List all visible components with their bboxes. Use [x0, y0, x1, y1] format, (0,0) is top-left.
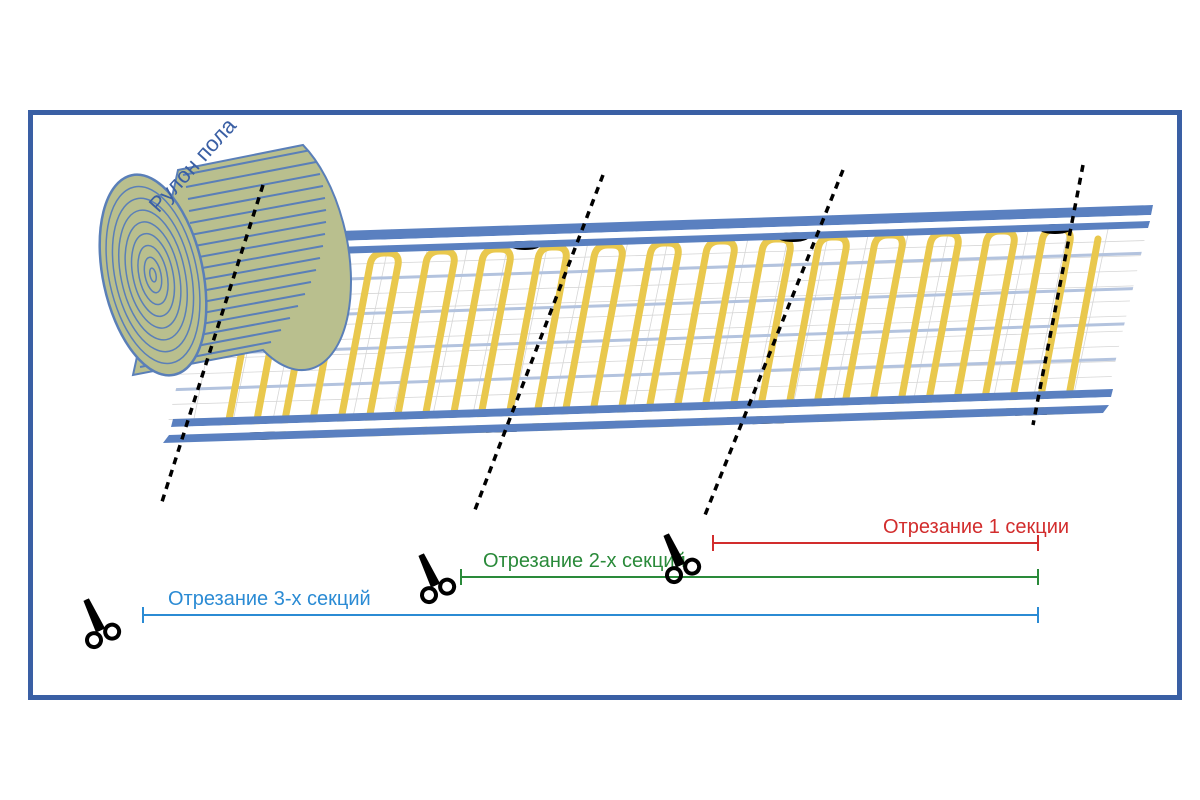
diagram-svg: Рулон пола Отрезание 1 секции Отрезание …: [33, 115, 1177, 695]
diagram-frame: Рулон пола Отрезание 1 секции Отрезание …: [28, 110, 1182, 700]
section-2-label: Отрезание 2-х секций: [483, 550, 686, 572]
section-3-label: Отрезание 3-х секций: [168, 588, 371, 610]
section-1: Отрезание 1 секции: [713, 516, 1069, 551]
section-2: Отрезание 2-х секций: [461, 550, 1038, 585]
section-3: Отрезание 3-х секций: [143, 588, 1038, 623]
scissors-icon: [406, 547, 457, 604]
section-1-label: Отрезание 1 секции: [883, 516, 1069, 538]
floor-roll: Рулон пола: [83, 115, 351, 385]
scissors-icon: [71, 592, 122, 649]
